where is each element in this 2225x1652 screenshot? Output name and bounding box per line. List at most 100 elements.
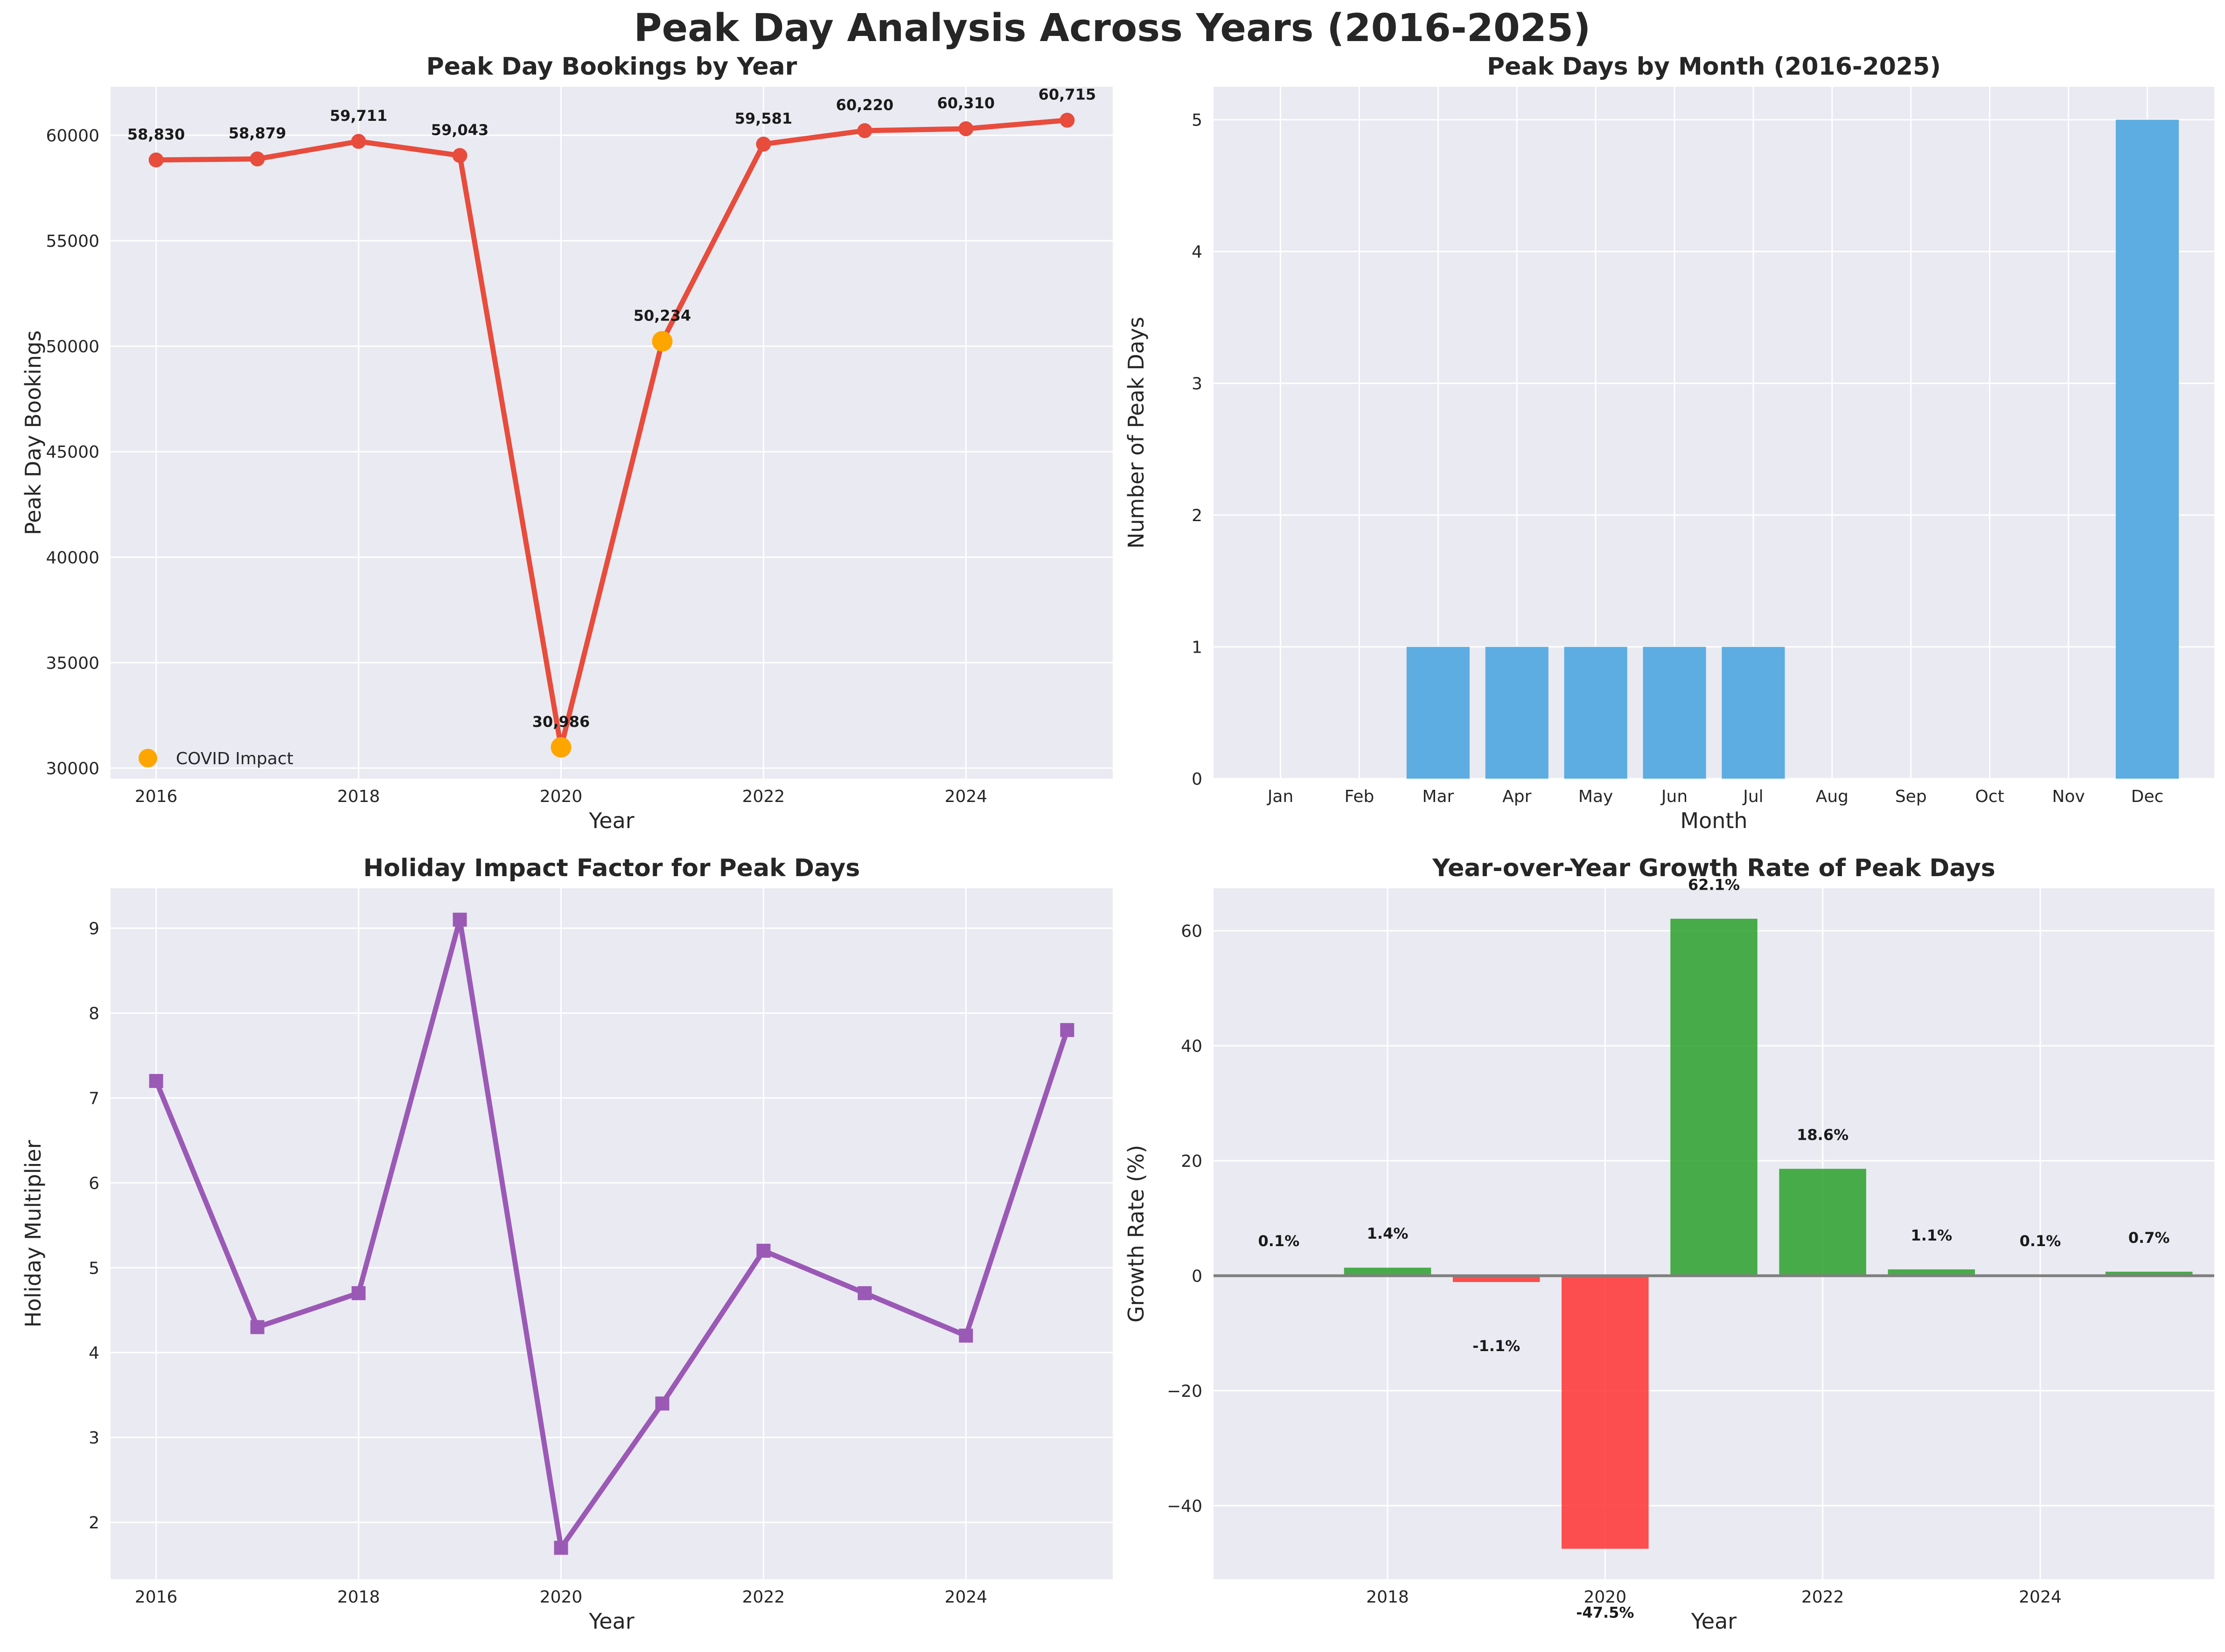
holiday-title: Holiday Impact Factor for Peak Days <box>363 854 860 882</box>
months-plot-area <box>1214 87 2214 779</box>
holiday-xtick-label: 2016 <box>135 1588 178 1607</box>
panels: Peak Day Bookings by Year Year Peak Day Bo… <box>21 53 2214 1634</box>
bookings-xtick-label: 2016 <box>135 787 178 806</box>
months-xtick-label: May <box>1578 787 1613 806</box>
bookings-data-label: 60,310 <box>937 94 995 112</box>
months-xtick-label: Nov <box>2052 787 2085 806</box>
holiday-point <box>149 1074 163 1088</box>
holiday-ytick-label: 6 <box>89 1174 99 1193</box>
bookings-ytick-label: 60000 <box>46 126 99 146</box>
bookings-point <box>857 123 872 139</box>
growth-data-label: 62.1% <box>1688 876 1740 893</box>
growth-data-label: -47.5% <box>1576 1604 1634 1622</box>
holiday-ytick-label: 5 <box>89 1259 99 1278</box>
holiday-xtick-label: 2022 <box>742 1588 785 1607</box>
holiday-ytick-label: 3 <box>89 1429 99 1448</box>
months-ytick-label: 3 <box>1192 375 1202 394</box>
months-ytick-label: 0 <box>1192 770 1202 789</box>
months-xlabel: Month <box>1680 808 1747 833</box>
growth-data-label: 0.7% <box>2128 1229 2170 1247</box>
months-ytick-label: 4 <box>1192 243 1202 262</box>
holiday-panel: Holiday Impact Factor for Peak Days Year H… <box>21 854 1113 1634</box>
holiday-point <box>250 1320 265 1334</box>
months-xtick-label: Dec <box>2131 787 2164 806</box>
bookings-point <box>250 151 265 167</box>
holiday-point <box>655 1396 670 1411</box>
holiday-point <box>756 1243 771 1258</box>
holiday-ytick-label: 8 <box>89 1004 99 1023</box>
bookings-ytick-label: 40000 <box>46 548 99 567</box>
legend-covid-label: COVID Impact <box>176 749 293 768</box>
months-xtick-label: Mar <box>1422 787 1454 806</box>
growth-data-label: -1.1% <box>1472 1337 1520 1355</box>
growth-ytick-label: −20 <box>1167 1382 1202 1401</box>
growth-data-label: 0.1% <box>2020 1232 2061 1250</box>
covid-impact-marker <box>652 331 673 352</box>
covid-impact-marker <box>551 737 572 758</box>
holiday-point <box>351 1286 366 1300</box>
holiday-series-line <box>153 917 1070 1551</box>
bookings-point <box>1060 112 1075 128</box>
growth-data-label: 1.1% <box>1911 1227 1952 1244</box>
bookings-data-label: 50,234 <box>634 307 691 325</box>
bookings-data-label: 30,986 <box>532 713 590 731</box>
months-ylabel: Number of Peak Days <box>1123 317 1149 549</box>
bookings-xtick-label: 2024 <box>945 787 988 806</box>
growth-bar <box>1344 1268 1431 1276</box>
growth-ytick-label: 60 <box>1181 922 1202 941</box>
months-xtick-label: Sep <box>1895 787 1927 806</box>
growth-xtick-label: 2024 <box>2019 1588 2062 1607</box>
growth-bar <box>1888 1269 1975 1276</box>
growth-bar <box>1670 919 1758 1276</box>
months-ytick-label: 1 <box>1192 638 1202 657</box>
month-bar-may <box>1564 647 1627 779</box>
months-xtick-label: Jan <box>1267 787 1294 806</box>
bookings-series-line <box>156 118 1067 750</box>
bookings-xtick-label: 2022 <box>742 787 785 806</box>
holiday-point <box>959 1328 973 1343</box>
growth-ytick-label: 0 <box>1192 1267 1202 1286</box>
bookings-point <box>452 148 467 163</box>
bookings-data-label: 60,220 <box>836 96 893 114</box>
growth-bar <box>1452 1276 1540 1282</box>
holiday-xtick-label: 2024 <box>945 1588 988 1607</box>
bookings-xlabel: Year <box>588 808 634 833</box>
growth-bar <box>1779 1169 1866 1276</box>
bookings-point <box>756 136 771 152</box>
growth-xtick-label: 2020 <box>1584 1588 1627 1607</box>
month-bar-apr <box>1485 647 1548 779</box>
growth-data-label: 0.1% <box>1258 1232 1300 1250</box>
growth-panel: Year-over-Year Growth Rate of Peak Days Y… <box>1123 854 2214 1634</box>
growth-xlabel: Year <box>1691 1609 1737 1634</box>
holiday-ytick-label: 7 <box>89 1089 99 1108</box>
months-xtick-label: Oct <box>1975 787 2004 806</box>
holiday-plot-area <box>111 888 1113 1579</box>
months-ytick-label: 2 <box>1192 506 1202 525</box>
holiday-ytick-label: 4 <box>89 1344 99 1363</box>
figure-suptitle: Peak Day Analysis Across Years (2016-202… <box>634 6 1590 50</box>
holiday-point <box>453 913 467 927</box>
months-panel: Peak Days by Month (2016-2025) Month Numbe… <box>1123 53 2214 833</box>
growth-ytick-label: 20 <box>1181 1152 1202 1171</box>
month-bar-dec <box>2115 119 2179 779</box>
bookings-plot-area <box>111 87 1113 779</box>
months-title: Peak Days by Month (2016-2025) <box>1487 53 1941 81</box>
holiday-ylabel: Holiday Multiplier <box>21 1140 46 1327</box>
holiday-point <box>858 1286 872 1300</box>
bookings-ytick-label: 55000 <box>46 232 99 251</box>
bookings-point <box>958 121 974 136</box>
bookings-ylabel: Peak Day Bookings <box>21 330 46 535</box>
holiday-point <box>1060 1023 1074 1037</box>
growth-ytick-label: −40 <box>1167 1497 1202 1516</box>
bookings-ytick-label: 45000 <box>46 443 99 462</box>
bookings-ytick-label: 35000 <box>46 654 99 673</box>
bookings-ytick-label: 50000 <box>46 337 99 356</box>
bookings-point <box>351 134 366 149</box>
months-xtick-label: Apr <box>1502 787 1531 806</box>
bookings-data-label: 59,581 <box>735 110 792 127</box>
bookings-panel: Peak Day Bookings by Year Year Peak Day Bo… <box>21 53 1113 833</box>
growth-ylabel: Growth Rate (%) <box>1123 1145 1149 1323</box>
growth-xtick-label: 2018 <box>1366 1588 1409 1607</box>
growth-bar <box>1562 1276 1649 1549</box>
